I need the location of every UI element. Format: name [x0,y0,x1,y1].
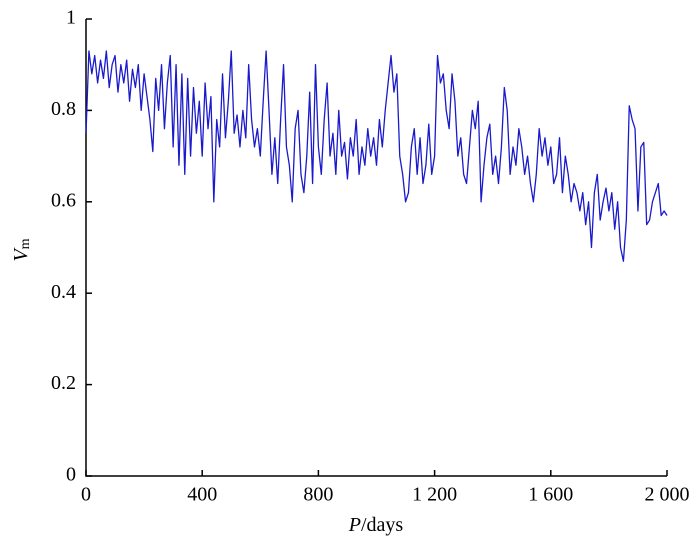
y-tick-label: 0.6 [51,189,76,211]
y-axis-label: Vm [10,238,34,261]
y-tick-label: 1 [66,7,76,29]
x-tick-label: 2 000 [645,484,690,506]
x-tick-label: 400 [187,484,217,506]
y-axis-label-var: V [10,247,32,262]
y-tick-label: 0 [66,464,76,486]
x-tick-label: 1 200 [412,484,457,506]
y-axis-label-sub: m [18,238,33,249]
x-tick-label: 1 600 [528,484,573,506]
x-axis-label-var: P [348,514,361,536]
x-axis-label-unit: /days [361,514,403,536]
x-axis-label: P/days [348,514,404,536]
x-tick-label: 800 [303,484,333,506]
x-tick-label: 0 [81,484,91,506]
y-tick-label: 0.2 [51,372,76,394]
y-tick-label: 0.8 [51,98,76,120]
data-line [85,50,668,262]
y-tick-label: 0.4 [51,281,76,303]
axes [85,19,667,477]
